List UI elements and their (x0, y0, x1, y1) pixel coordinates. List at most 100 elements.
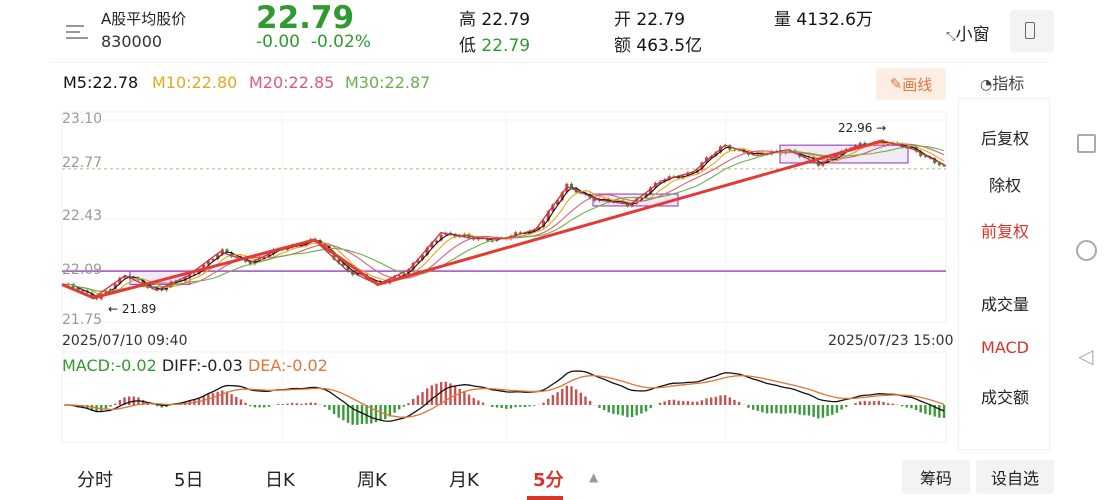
side-item-back-adjust[interactable]: 后复权 (980, 129, 1029, 148)
candle-body (109, 289, 113, 291)
candle-body (160, 289, 164, 291)
candle-body (560, 192, 564, 201)
low-stat: 低 22.79 (459, 36, 531, 56)
candle-body (518, 232, 522, 234)
candle-body (206, 260, 210, 265)
indicator-button[interactable]: ◔指标 (980, 74, 1025, 93)
side-item-volume[interactable]: 成交量 (980, 295, 1029, 314)
candle-body (714, 152, 718, 156)
price-panel-frame (61, 111, 947, 323)
candle-body (407, 269, 411, 275)
candle-body (346, 265, 350, 272)
side-item-turnover[interactable]: 成交额 (980, 388, 1029, 407)
side-item-forward-adjust[interactable]: 前复权 (980, 222, 1029, 241)
tab-monthly[interactable]: 月K (449, 470, 479, 491)
open-stat: 开 22.79 (614, 10, 686, 30)
change-pct: -0.02% (310, 32, 371, 52)
candle-body (490, 240, 494, 242)
tab-5day[interactable]: 5日 (174, 470, 204, 491)
shrink-icon: ⤡ (946, 29, 956, 43)
tab-5min[interactable]: 5分 (533, 470, 564, 491)
high-stat: 高 22.79 (459, 10, 531, 30)
candle-body (537, 227, 541, 230)
nav-back-icon[interactable]: ◁ (1078, 344, 1094, 368)
tab-weekly[interactable]: 周K (357, 470, 387, 491)
candle-body (570, 183, 574, 188)
candle-body (551, 204, 555, 212)
candle-body (225, 249, 229, 253)
candle-body (337, 259, 341, 264)
caret-up-icon[interactable]: ▲ (589, 470, 599, 484)
candle-body (593, 198, 597, 201)
side-item-macd[interactable]: MACD (981, 338, 1029, 357)
candle-body (132, 277, 136, 279)
candle-body (183, 277, 187, 281)
candle-body (649, 187, 653, 195)
volume-stat: 量 4132.6万 (774, 10, 873, 30)
phone-button[interactable] (1010, 10, 1054, 52)
diff-line (63, 370, 945, 422)
draw-line-button[interactable]: ✎ 画线 (876, 68, 946, 100)
change: -0.00 (256, 32, 300, 52)
candle-body (397, 275, 401, 277)
macd-legend: MACD:-0.02 DIFF:-0.03 DEA:-0.02 (62, 356, 328, 375)
candle-body (248, 261, 252, 265)
candle-body (430, 242, 434, 248)
nav-square-icon[interactable] (1077, 134, 1096, 153)
candle-body (76, 287, 80, 291)
candle-body (425, 247, 429, 256)
candle-body (104, 290, 108, 294)
pencil-icon: ✎ (889, 75, 903, 93)
add-watchlist-button[interactable]: 设自选 (976, 460, 1054, 494)
candle-body (691, 172, 695, 174)
candle-body (81, 290, 85, 292)
candle-body (858, 142, 862, 146)
candle-body (220, 249, 224, 255)
x-start-label: 2025/07/10 09:40 (62, 333, 188, 349)
candle-body (644, 194, 648, 198)
gauge-icon: ◔ (980, 77, 993, 93)
macd-panel-frame (61, 351, 947, 443)
candle-body (919, 151, 923, 157)
candle-body (411, 262, 415, 270)
candle-body (123, 276, 127, 278)
candle-body (341, 263, 345, 266)
candle-body (90, 292, 94, 299)
nav-circle-icon[interactable] (1076, 240, 1097, 261)
side-item-ex-rights[interactable]: 除权 (988, 176, 1021, 195)
current-price: 22.79 (256, 0, 355, 36)
ma20-legend: M20:22.85 (249, 73, 335, 92)
ma30-legend: M30:22.87 (345, 73, 431, 92)
candle-body (421, 255, 425, 260)
candle-body (942, 165, 946, 167)
candle-body (756, 152, 760, 154)
candle-body (663, 179, 667, 182)
y-tick: 23.10 (62, 111, 103, 127)
candle-body (514, 232, 518, 236)
candle-body (332, 251, 336, 260)
x-end-label: 2025/07/23 15:00 (828, 333, 954, 349)
candle-body (886, 143, 890, 145)
candle-body (113, 283, 117, 290)
chips-button[interactable]: 筹码 (902, 460, 970, 494)
price-change: -0.00 -0.02% (256, 32, 371, 52)
dea-line (63, 375, 945, 418)
tab-intraday[interactable]: 分时 (77, 470, 113, 491)
candle-body (937, 163, 941, 166)
candle-body (118, 277, 122, 284)
candle-body (556, 200, 560, 205)
mini-window-button[interactable]: ⤡小窗 (946, 25, 990, 45)
tab-daily[interactable]: 日K (265, 470, 295, 491)
candle-body (299, 245, 303, 247)
candle-body (211, 259, 215, 261)
stroke-line (61, 140, 947, 299)
candle-body (439, 234, 443, 241)
low-annotation: ← 21.89 (108, 302, 157, 316)
stock-code: 830000 (101, 32, 163, 51)
candle-body (416, 259, 420, 263)
menu-icon[interactable] (66, 22, 90, 42)
candle-body (216, 254, 220, 260)
candle-body (141, 279, 145, 286)
ma10-legend: M10:22.80 (152, 73, 238, 92)
